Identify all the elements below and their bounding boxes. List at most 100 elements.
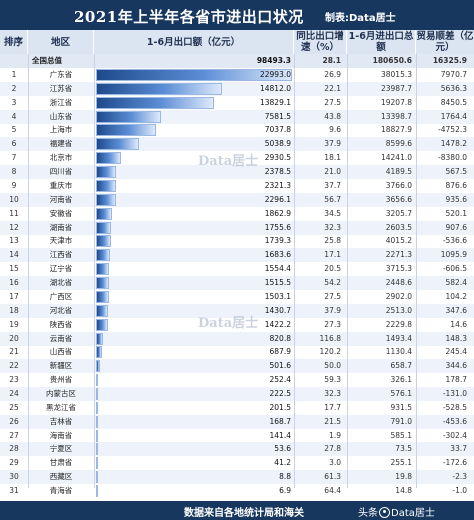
export-bar [96, 415, 98, 428]
rank-cell: 1 [11, 70, 17, 79]
total-trade-cell: 326.1 [390, 375, 412, 385]
export-value-label: 14812.0 [259, 83, 291, 93]
total-trade-cell: 73.5 [395, 444, 412, 454]
export-bar [96, 96, 214, 109]
export-value-label: 5038.9 [264, 139, 291, 149]
yoy-cell: 34.5 [324, 208, 341, 218]
balance-cell: 104.2 [445, 291, 467, 301]
table-row: 20 云南省 820.8 116.8 1493.4 148.3 [0, 331, 474, 346]
table-row: 1 广东省 22993.0 26.9 38015.3 7970.7 [0, 68, 474, 82]
balance-cell: 14.6 [450, 319, 467, 329]
yoy-cell: 32.3 [324, 389, 341, 398]
export-value-label: 8.8 [279, 472, 291, 482]
balance-cell: -172.6 [442, 458, 467, 468]
header-region: 地区 [28, 30, 94, 54]
export-value-label: 501.6 [269, 361, 291, 371]
export-value-label: 41.2 [274, 458, 291, 468]
rank-cell: 12 [9, 222, 19, 232]
yoy-cell: 3.0 [329, 458, 341, 468]
rank-cell: 10 [9, 194, 19, 204]
region-cell: 广西区 [49, 291, 73, 301]
table-row: 28 宁夏区 53.6 27.8 73.5 33.7 [0, 442, 474, 457]
balance-cell: 8450.5 [440, 97, 467, 107]
balance-cell: 347.6 [445, 305, 467, 315]
rank-cell: 8 [11, 167, 17, 177]
total-trade-cell: 3656.6 [385, 194, 412, 204]
table-row: 11 安徽省 1862.9 34.5 3205.7 520.1 [0, 207, 474, 221]
region-cell: 江西省 [49, 250, 73, 260]
total-trade-cell: 19.8 [395, 472, 412, 482]
region-cell: 广东省 [49, 70, 73, 79]
region-cell: 山东省 [49, 111, 73, 121]
yoy-cell: 61.3 [324, 472, 341, 482]
region-cell: 山西省 [49, 347, 73, 357]
balance-cell: -1.0 [452, 486, 467, 496]
export-bar [96, 304, 109, 317]
total-trade-cell: 38015.3 [380, 70, 412, 79]
yoy-cell: 27.8 [324, 444, 341, 454]
export-value-label: 820.8 [269, 333, 291, 343]
total-trade-cell: 3205.7 [385, 208, 412, 218]
region-cell: 浙江省 [49, 97, 73, 107]
total-trade-cell: 2271.3 [385, 250, 412, 260]
export-value-label: 1683.6 [264, 250, 291, 260]
region-cell: 福建省 [49, 139, 73, 149]
export-value-label: 1422.2 [264, 319, 291, 329]
balance-cell: 148.3 [445, 333, 467, 343]
export-bar [96, 401, 98, 414]
export-bar [96, 263, 110, 276]
export-bar [96, 166, 117, 179]
export-bar [96, 110, 161, 123]
table-row: 3 浙江省 13829.1 27.5 19207.8 8450.5 [0, 96, 474, 110]
total-trade-cell: 23987.7 [380, 83, 412, 93]
table-row: 29 甘肃省 41.2 3.0 255.1 -172.6 [0, 456, 474, 470]
total-trade-cell: 4189.5 [385, 167, 412, 177]
header-export: 1-6月出口额（亿元） [94, 30, 294, 54]
balance-cell: 33.7 [450, 444, 467, 454]
table-row: 27 海南省 141.4 1.9 585.1 -302.4 [0, 429, 474, 443]
balance-cell: 178.7 [445, 375, 467, 385]
export-value-label: 141.4 [269, 430, 291, 440]
rank-cell: 20 [9, 333, 19, 343]
rank-cell: 14 [9, 250, 19, 260]
region-cell: 湖南省 [49, 222, 73, 232]
yoy-cell: 20.5 [324, 264, 341, 274]
export-bar [96, 290, 109, 303]
column-divider [294, 54, 295, 488]
region-cell: 重庆市 [49, 180, 73, 190]
header-yoy: 同比出口增速（%） [294, 30, 347, 54]
source-note: 数据来自各地统计局和海关 [184, 508, 304, 519]
table-row: 15 辽宁省 1554.4 20.5 3715.3 -606.5 [0, 262, 474, 276]
footer-watermark-prefix: 头条 [358, 508, 378, 519]
table-row: 31 青海省 6.9 64.4 14.8 -1.0 [0, 484, 474, 498]
balance-cell: 567.5 [445, 167, 467, 177]
column-divider [347, 54, 348, 488]
total-balance-value: 16325.9 [432, 56, 467, 65]
region-cell: 甘肃省 [49, 458, 73, 468]
export-value-label: 1739.3 [264, 236, 291, 246]
region-cell: 河北省 [49, 305, 73, 315]
yoy-cell: 50.0 [324, 361, 341, 371]
export-bar [96, 249, 111, 262]
balance-cell: 935.6 [445, 194, 467, 204]
balance-cell: 245.4 [445, 347, 467, 357]
total-trade-cell: 585.1 [390, 430, 412, 440]
export-value-label: 13829.1 [259, 97, 291, 107]
table-row: 23 贵州省 252.4 59.3 326.1 178.7 [0, 373, 474, 387]
rank-cell: 5 [11, 125, 17, 135]
yoy-cell: 116.8 [319, 333, 341, 343]
balance-cell: -4752.3 [438, 125, 467, 135]
export-value-label: 2378.5 [264, 167, 291, 177]
region-cell: 四川省 [49, 167, 73, 177]
rank-cell: 7 [11, 153, 17, 163]
export-bar [96, 235, 111, 248]
table-row: 7 北京市 2930.5 18.1 14241.0 -8380.0 [0, 151, 474, 165]
export-bar [96, 429, 98, 442]
rank-cell: 2 [11, 83, 17, 93]
rank-cell: 11 [9, 208, 19, 218]
maker-label: 制表:Data居士 [325, 13, 396, 24]
table-row: 12 湖南省 1755.6 32.3 2603.5 907.6 [0, 220, 474, 235]
region-cell: 宁夏区 [49, 444, 73, 454]
export-value-label: 22993.0 [259, 70, 291, 79]
rank-cell: 22 [9, 361, 19, 371]
